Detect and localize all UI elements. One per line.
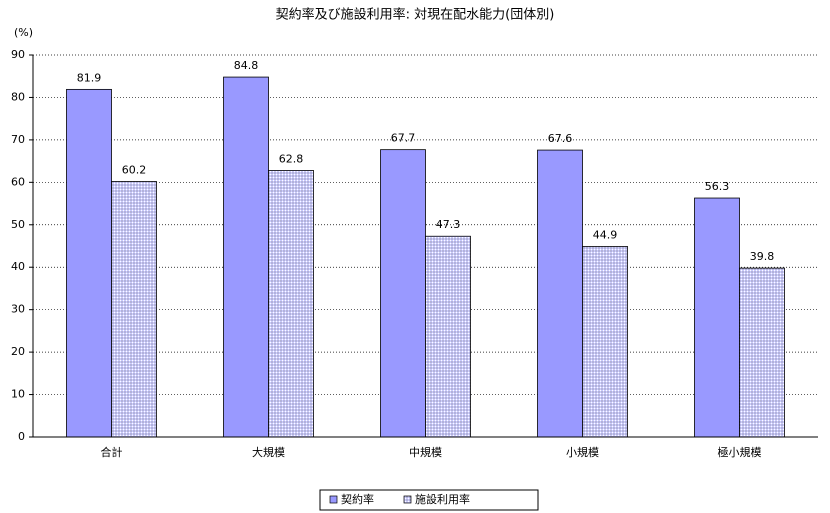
bar [694, 197, 740, 438]
bar [111, 181, 157, 438]
y-tick-label: 10 [11, 388, 25, 401]
x-tick-label: 合計 [101, 445, 123, 459]
chart-title: 契約率及び施設利用率: 対現在配水能力(団体別) [276, 7, 555, 23]
value-label: 81.9 [77, 71, 102, 84]
y-tick-label: 40 [11, 260, 25, 273]
value-label: 44.9 [593, 228, 618, 241]
legend-swatch [403, 495, 412, 504]
value-label: 39.8 [750, 250, 775, 263]
bar [582, 246, 628, 438]
y-tick-label: 50 [11, 218, 25, 231]
bar [537, 149, 583, 438]
value-label: 62.8 [279, 152, 304, 165]
legend-label: 施設利用率 [415, 492, 470, 506]
x-tick-label: 中規模 [409, 445, 442, 459]
bar [268, 170, 314, 438]
value-label: 47.3 [436, 218, 461, 231]
x-tick-label: 大規模 [252, 445, 285, 459]
y-tick-label: 60 [11, 175, 25, 188]
legend [319, 489, 539, 511]
value-label: 67.7 [391, 132, 416, 145]
y-axis-label: (%) [14, 26, 33, 39]
y-tick-label: 30 [11, 303, 25, 316]
legend-label: 契約率 [341, 492, 374, 506]
y-tick-label: 90 [11, 48, 25, 61]
y-tick-label: 20 [11, 345, 25, 358]
y-tick-label: 0 [18, 430, 25, 443]
bar [739, 267, 785, 438]
value-label: 67.6 [548, 132, 573, 145]
bar [66, 88, 112, 438]
value-label: 60.2 [122, 163, 147, 176]
y-tick-label: 80 [11, 90, 25, 103]
x-tick-label: 小規模 [566, 445, 599, 459]
value-label: 84.8 [234, 59, 259, 72]
legend-swatch [329, 495, 338, 504]
bar [380, 149, 426, 438]
bar [223, 76, 269, 438]
x-tick-label: 極小規模 [718, 445, 762, 459]
bar [425, 235, 471, 438]
value-label: 56.3 [705, 180, 730, 193]
y-tick-label: 70 [11, 133, 25, 146]
